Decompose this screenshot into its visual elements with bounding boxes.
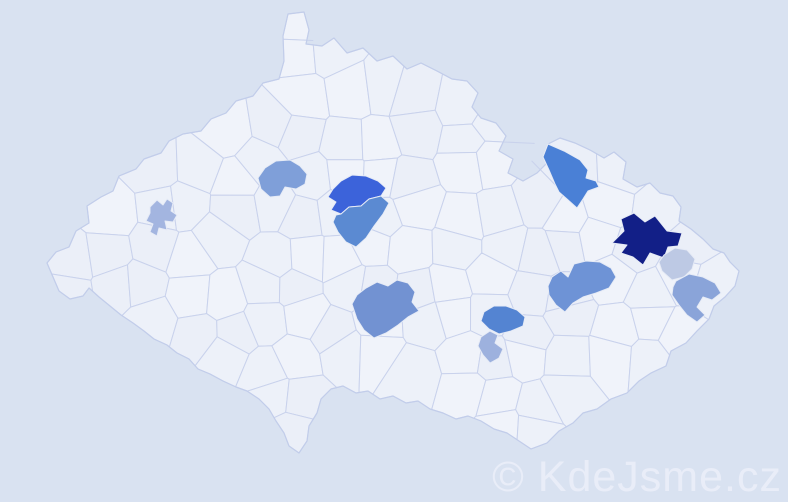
district-cell xyxy=(386,225,434,275)
highlighted-district-08 xyxy=(671,273,722,323)
highlighted-district-11 xyxy=(480,305,526,335)
watermark: © KdeJsme.cz xyxy=(492,452,782,501)
highlighted-district-07 xyxy=(658,247,696,281)
highlighted-district-01 xyxy=(145,198,178,237)
district-cell xyxy=(543,334,591,377)
highlighted-district-04 xyxy=(332,195,390,248)
highlighted-district-02 xyxy=(257,159,308,198)
country-outline xyxy=(46,11,740,454)
district-cell xyxy=(285,374,338,420)
highlighted-district-09 xyxy=(547,260,617,313)
district-cell xyxy=(318,115,364,161)
district-cell xyxy=(273,411,314,454)
district-cell xyxy=(627,338,671,393)
district-cell xyxy=(434,73,479,127)
highlighted-district-10 xyxy=(351,279,420,339)
highlighted-district-12 xyxy=(477,330,504,364)
highlighted-district-05 xyxy=(542,143,600,209)
highlighted-district-06 xyxy=(611,212,683,266)
highlighted-districts xyxy=(145,143,722,364)
district-cell xyxy=(118,137,179,194)
